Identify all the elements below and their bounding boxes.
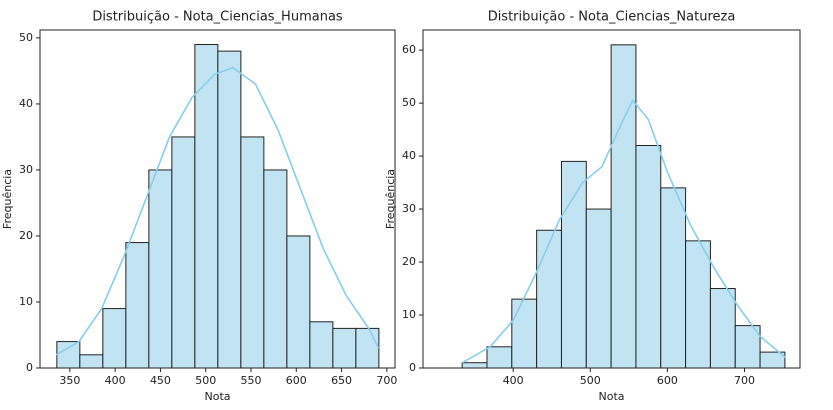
bar [171, 136, 196, 369]
bar [355, 327, 380, 369]
x-tick-label: 400 [503, 374, 524, 387]
bar [734, 325, 761, 369]
x-tick-label: 600 [286, 374, 307, 387]
bar [263, 169, 288, 369]
y-tick-label: 20 [19, 229, 33, 242]
y-tick-label: 30 [402, 202, 416, 215]
x-tick-label: 350 [59, 374, 80, 387]
y-tick-label: 40 [19, 97, 33, 110]
bar [309, 321, 334, 369]
bar [332, 327, 357, 369]
y-tick-label: 60 [402, 43, 416, 56]
x-tick-label: 450 [150, 374, 171, 387]
x-tick-label: 600 [657, 374, 678, 387]
y-tick-label: 30 [19, 163, 33, 176]
x-tick-label: 550 [241, 374, 262, 387]
bar [585, 208, 612, 369]
y-tick-label: 50 [19, 31, 33, 44]
bar [102, 308, 127, 369]
bar [536, 229, 562, 369]
bar [709, 288, 736, 369]
x-axis-label: Nota [598, 390, 624, 403]
y-tick-label: 40 [402, 149, 416, 162]
bar [148, 169, 173, 369]
x-axis-label: Nota [204, 390, 230, 403]
bar [194, 44, 219, 369]
bar [560, 160, 587, 369]
y-tick-label: 50 [402, 96, 416, 109]
kde-line [55, 66, 380, 356]
y-tick-label: 0 [26, 361, 33, 374]
chart-title: Distribuição - Nota_Ciencias_Humanas [92, 10, 343, 25]
bar [79, 354, 104, 369]
bar [511, 298, 538, 369]
chart-title: Distribuição - Nota_Ciencias_Natureza [488, 10, 736, 25]
x-tick-label: 700 [376, 374, 397, 387]
y-axis-label: Frequência [1, 169, 14, 229]
plot-frame [39, 29, 396, 369]
bar [286, 235, 311, 369]
bar [486, 346, 513, 369]
bar [125, 242, 150, 369]
y-tick-label: 10 [19, 295, 33, 308]
bar [240, 136, 265, 369]
y-tick-label: 10 [402, 308, 416, 321]
bar [217, 50, 242, 369]
plot-frame [422, 29, 801, 369]
y-tick-label: 20 [402, 255, 416, 268]
y-axis-label: Frequência [384, 169, 397, 229]
x-tick-label: 500 [195, 374, 216, 387]
bar [56, 341, 81, 369]
y-tick-label: 0 [409, 361, 416, 374]
kde-line [461, 99, 786, 364]
bar [660, 187, 687, 369]
x-tick-label: 500 [580, 374, 601, 387]
bar [461, 362, 488, 369]
x-tick-label: 650 [331, 374, 352, 387]
bar [610, 44, 637, 369]
x-tick-label: 700 [734, 374, 755, 387]
bar [685, 240, 711, 369]
bar [635, 144, 662, 369]
x-tick-label: 400 [105, 374, 126, 387]
